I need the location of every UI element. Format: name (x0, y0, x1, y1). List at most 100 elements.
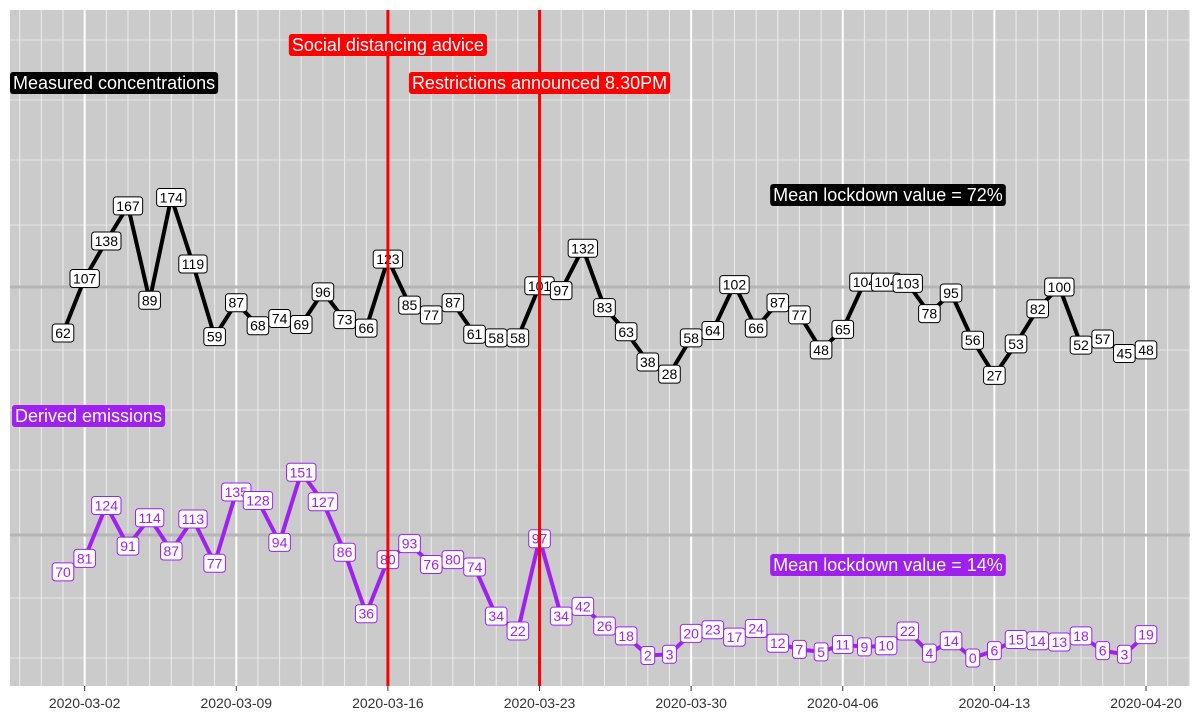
value-label-group: 64 (701, 321, 725, 341)
value-label-group: 82 (1026, 299, 1049, 319)
value-label: 13 (1052, 634, 1068, 650)
value-label-group: 167 (112, 196, 144, 216)
value-label-group: 9 (857, 637, 872, 657)
value-label: 86 (337, 544, 353, 560)
event-label-group: Restrictions announced 8.30PM (408, 72, 671, 94)
value-label-group: 18 (1069, 626, 1093, 646)
value-label-group: 4 (922, 643, 937, 663)
value-label-group: 58 (506, 328, 530, 348)
value-label-box (1026, 299, 1049, 319)
value-label-group: 22 (506, 621, 530, 641)
value-label: 28 (662, 366, 678, 382)
annotation-group: Mean lockdown value = 72% (770, 184, 1006, 206)
value-label-group: 42 (571, 596, 595, 616)
value-label-box (333, 310, 356, 330)
series-title-group: Measured concentrations (10, 72, 219, 94)
value-label-box (986, 641, 1002, 661)
value-label-box (1044, 277, 1075, 297)
value-label: 19 (1138, 627, 1154, 643)
value-label-group: 77 (203, 553, 226, 573)
value-label: 64 (705, 323, 721, 339)
value-label: 97 (553, 283, 569, 299)
value-label: 77 (207, 555, 223, 571)
value-label-group: 86 (333, 542, 356, 562)
value-label-box (268, 532, 291, 552)
value-label: 70 (55, 564, 71, 580)
value-label: 14 (1030, 633, 1046, 649)
value-label: 52 (1073, 337, 1089, 353)
value-label: 3 (1120, 646, 1128, 662)
annotation-box (770, 184, 1006, 206)
value-label: 9 (861, 639, 869, 655)
x-tick-label: 2020-03-16 (352, 695, 424, 711)
value-label-box (571, 596, 595, 616)
value-label-group: 65 (831, 319, 855, 339)
value-label: 58 (510, 330, 526, 346)
x-tick-label: 2020-04-13 (959, 695, 1031, 711)
value-label-box (91, 231, 122, 251)
value-label: 151 (290, 464, 314, 480)
value-label: 87 (445, 295, 461, 311)
value-label: 96 (315, 284, 331, 300)
value-label: 18 (618, 628, 634, 644)
value-label-group: 87 (766, 293, 790, 313)
value-label: 48 (1138, 342, 1154, 358)
value-label-group: 78 (918, 304, 941, 324)
value-label-group: 23 (701, 620, 725, 640)
value-label: 113 (182, 511, 205, 527)
value-label-group: 20 (679, 623, 703, 643)
value-label-box (593, 298, 616, 318)
value-label-box (939, 631, 963, 651)
value-label-group: 80 (441, 550, 465, 570)
value-label: 94 (272, 534, 288, 550)
value-label-box (922, 643, 937, 663)
value-label-group: 57 (1091, 329, 1114, 349)
value-label-group: 100 (1044, 277, 1075, 297)
value-label: 24 (748, 620, 764, 636)
value-label: 34 (553, 608, 569, 624)
value-label: 63 (618, 324, 634, 340)
value-label-box (1116, 644, 1132, 664)
value-label-box (857, 637, 872, 657)
value-label-group: 53 (1004, 334, 1028, 354)
value-label: 6 (990, 643, 998, 659)
value-label-box (463, 557, 486, 577)
value-label-box (965, 648, 981, 668)
value-label: 58 (488, 330, 504, 346)
value-label-box (419, 305, 443, 325)
value-label: 12 (770, 635, 786, 651)
value-label-group: 73 (333, 310, 356, 330)
value-label: 10 (878, 638, 894, 654)
series-title: Derived emissions (15, 406, 162, 426)
value-label-group: 74 (463, 557, 486, 577)
value-label-box (354, 604, 378, 624)
value-label-group: 61 (463, 324, 486, 344)
value-label-box (983, 365, 1006, 385)
value-label-box (896, 621, 920, 641)
value-label-box (809, 340, 833, 360)
value-label-group: 138 (91, 231, 122, 251)
value-label: 80 (445, 552, 461, 568)
value-label-box (792, 639, 807, 659)
value-label-group: 36 (354, 604, 378, 624)
value-label-group: 18 (614, 626, 638, 646)
value-label-box (398, 295, 421, 315)
value-label-group: 3 (662, 644, 677, 664)
value-label: 17 (727, 629, 743, 645)
value-label-group: 6 (1095, 641, 1111, 661)
value-label: 18 (1073, 628, 1089, 644)
value-label: 27 (987, 367, 1003, 383)
value-label-group: 19 (1134, 625, 1158, 645)
value-label: 22 (900, 623, 916, 639)
value-label: 56 (965, 332, 981, 348)
value-label: 74 (272, 310, 288, 326)
value-label-group: 17 (723, 627, 746, 647)
value-label: 26 (597, 618, 613, 634)
value-label-group: 94 (268, 532, 291, 552)
value-label-box (766, 633, 790, 653)
value-label-box (178, 509, 208, 529)
value-label: 59 (207, 329, 223, 345)
value-label-group: 151 (286, 462, 317, 482)
value-label: 57 (1095, 331, 1111, 347)
value-label-group: 102 (719, 275, 750, 295)
